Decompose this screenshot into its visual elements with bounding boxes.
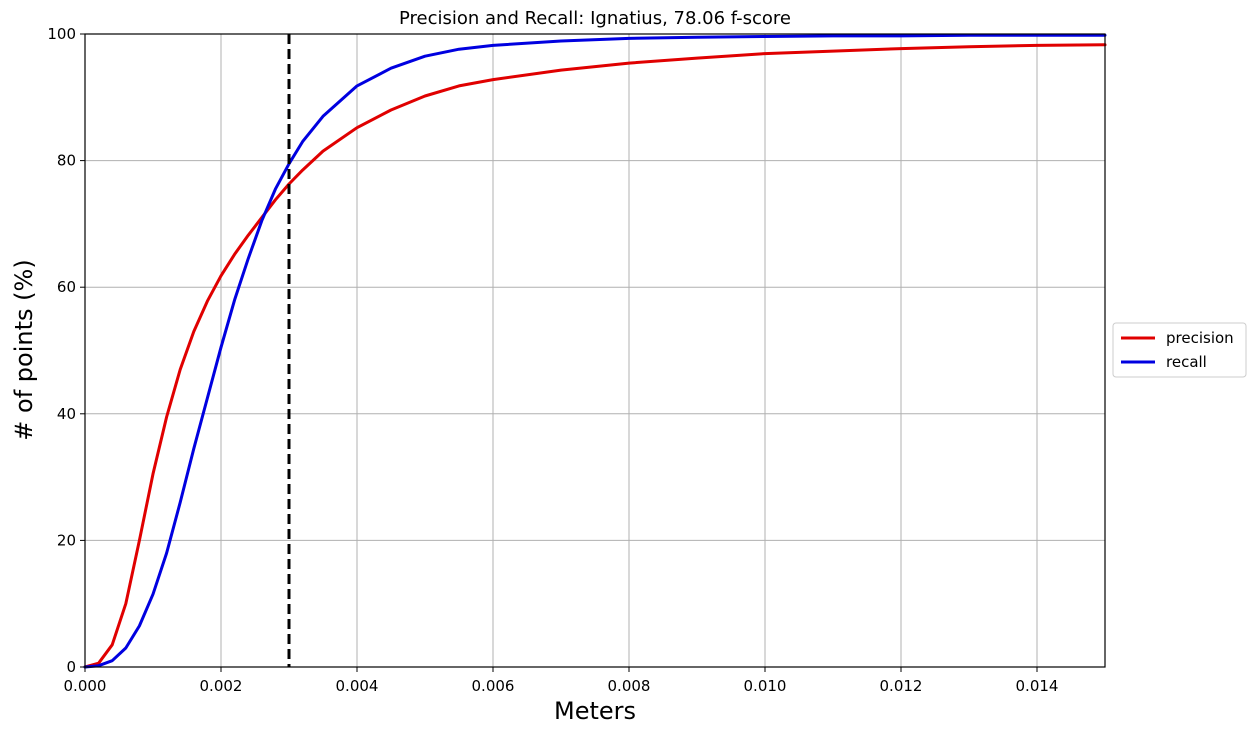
x-tick-label: 0.008 [608, 677, 651, 695]
x-tick-label: 0.004 [336, 677, 379, 695]
legend-label-precision: precision [1166, 329, 1234, 347]
x-tick-label: 0.012 [880, 677, 923, 695]
plot-frame [84, 33, 1106, 668]
y-tick-label: 20 [57, 531, 76, 549]
x-tick-label: 0.014 [1016, 677, 1059, 695]
x-axis-title: Meters [554, 697, 636, 725]
series-lines [83, 33, 1107, 669]
y-tick-label: 80 [57, 152, 76, 170]
y-axis-title: # of points (%) [10, 259, 38, 440]
x-axis-ticks: 0.000 0.002 0.004 0.006 0.008 0.010 0.012 0.014 [64, 667, 1059, 695]
y-tick-label: 0 [66, 658, 76, 676]
x-tick-label: 0.002 [200, 677, 243, 695]
legend: precision recall [1112, 322, 1247, 378]
x-tick-label: 0.006 [472, 677, 515, 695]
y-tick-label: 40 [57, 405, 76, 423]
chart-title: Precision and Recall: Ignatius, 78.06 f-… [399, 8, 791, 29]
series-line-recall [83, 33, 1107, 669]
series-line-precision [83, 43, 1107, 669]
legend-label-recall: recall [1166, 353, 1207, 371]
x-tick-label: 0.000 [64, 677, 107, 695]
y-tick-label: 60 [57, 278, 76, 296]
y-tick-label: 100 [47, 25, 76, 43]
x-tick-label: 0.010 [744, 677, 787, 695]
y-axis-ticks: 0 20 40 60 80 100 [47, 25, 85, 676]
grid [84, 33, 1105, 668]
